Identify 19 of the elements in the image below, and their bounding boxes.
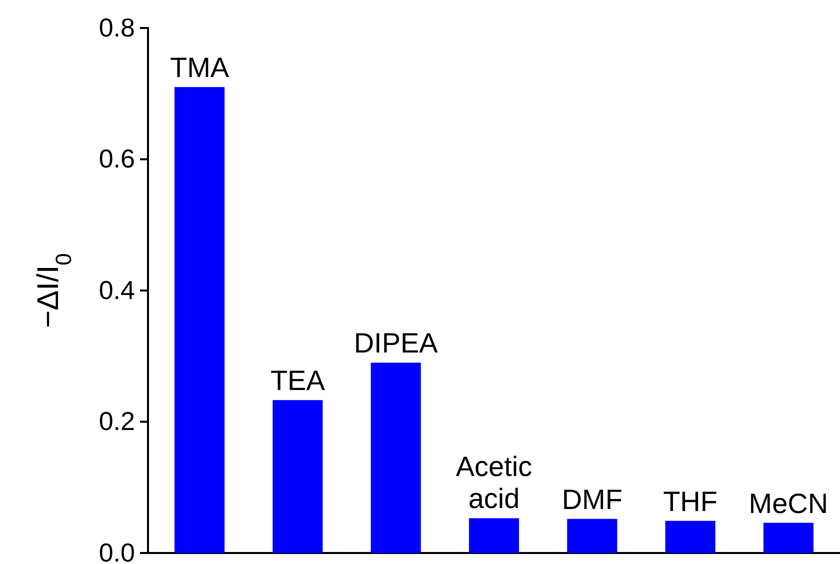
- y-tick-label: 0.0: [98, 537, 135, 564]
- x-tick-label: DIPEA: [354, 328, 438, 359]
- bar: [468, 518, 520, 553]
- bar: [665, 520, 716, 553]
- x-tick-label: THF: [663, 486, 718, 517]
- y-tick-label: 0.2: [98, 406, 135, 436]
- bar: [370, 362, 421, 553]
- x-tick-label: MeCN: [748, 488, 828, 519]
- bar: [174, 87, 225, 553]
- x-tick-label: Acetic acid: [456, 451, 532, 514]
- y-tick-label: 0.4: [98, 274, 135, 305]
- x-tick-label: TMA: [170, 52, 230, 84]
- bar: [763, 522, 814, 553]
- y-tick-label: 0.6: [98, 144, 135, 174]
- y-tick-label: 0.8: [98, 12, 135, 42]
- bar: [272, 400, 323, 553]
- x-tick-label: DMF: [562, 484, 622, 515]
- bar: [567, 518, 618, 553]
- x-tick-label: TEA: [270, 365, 326, 396]
